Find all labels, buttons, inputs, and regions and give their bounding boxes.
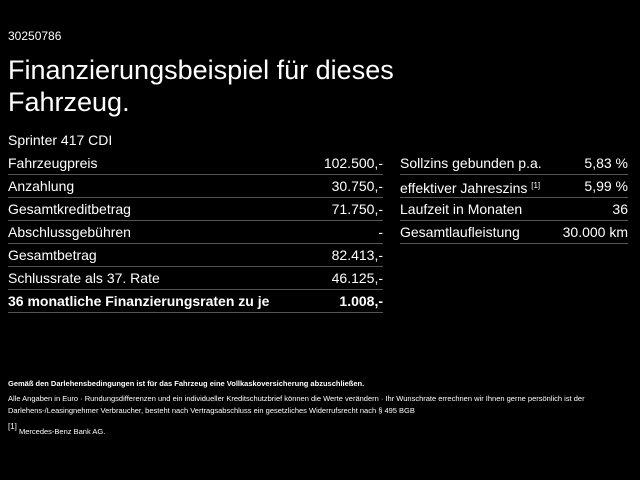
row-value: 46.125,-	[331, 270, 383, 286]
table-row: 36 monatliche Finanzierungsraten zu je 1.…	[8, 290, 383, 313]
table-row: Gesamtkreditbetrag 71.750,-	[8, 198, 383, 221]
title: Finanzierungsbeispiel für dieses Fahrzeu…	[8, 55, 394, 117]
notice: Gemäß den Darlehensbedingungen ist für d…	[8, 379, 365, 388]
row-label-group: effektiver Jahreszins [1]	[400, 175, 540, 197]
footnote-line: [1] Mercedes-Benz Bank AG.	[8, 421, 628, 438]
row-value: 5,99 %	[584, 178, 628, 194]
footnote-marker: [1]	[8, 422, 17, 431]
row-label-group: 36 monatliche Finanzierungsraten zu je	[8, 290, 269, 312]
footnote: Mercedes-Benz Bank AG.	[19, 427, 106, 436]
row-label: effektiver Jahreszins	[400, 180, 528, 196]
row-label: Schlussrate als 37. Rate	[8, 270, 160, 286]
row-label: Fahrzeugpreis	[8, 155, 98, 171]
footer: Gemäß den Darlehensbedingungen ist für d…	[8, 378, 628, 438]
row-value: 1.008,-	[339, 293, 383, 309]
row-label: Gesamtkreditbetrag	[8, 201, 131, 217]
row-label-group: Schlussrate als 37. Rate	[8, 267, 160, 289]
left-table: Fahrzeugpreis 102.500,- Anzahlung 30.750,- G…	[8, 152, 383, 313]
row-value: 36	[612, 201, 628, 217]
row-label: Gesamtlaufleistung	[400, 224, 520, 240]
row-label-group: Gesamtbetrag	[8, 244, 97, 266]
table-row: Fahrzeugpreis 102.500,-	[8, 152, 383, 175]
row-value: -	[378, 224, 383, 240]
row-label-group: Fahrzeugpreis	[8, 152, 98, 174]
row-value: 71.750,-	[331, 201, 383, 217]
table-row: Abschlussgebühren -	[8, 221, 383, 244]
table-row: Gesamtbetrag 82.413,-	[8, 244, 383, 267]
table-row: Schlussrate als 37. Rate 46.125,-	[8, 267, 383, 290]
vehicle-id: 30250786	[8, 29, 62, 43]
footnote-marker: [1]	[531, 181, 541, 190]
row-value: 82.413,-	[331, 247, 383, 263]
row-label-group: Gesamtlaufleistung	[400, 221, 520, 243]
row-label: Anzahlung	[8, 178, 75, 194]
row-label: 36 monatliche Finanzierungsraten zu je	[8, 293, 270, 309]
details: Alle Angaben in Euro · Rundungsdifferenz…	[8, 394, 585, 415]
table-row: Gesamtlaufleistung 30.000 km	[400, 221, 628, 244]
row-label: Abschlussgebühren	[8, 224, 131, 240]
table-row: effektiver Jahreszins [1] 5,99 %	[400, 175, 628, 198]
row-label-group: Laufzeit in Monaten	[400, 198, 522, 220]
row-label: Gesamtbetrag	[8, 247, 97, 263]
table-row: Anzahlung 30.750,-	[8, 175, 383, 198]
row-label-group: Anzahlung	[8, 175, 74, 197]
row-label-group: Sollzins gebunden p.a.	[400, 152, 542, 174]
model: Sprinter 417 CDI	[8, 132, 113, 148]
row-label-group: Abschlussgebühren	[8, 221, 131, 243]
row-value: 30.000 km	[562, 224, 628, 240]
row-value: 5,83 %	[584, 155, 628, 171]
table-row: Laufzeit in Monaten 36	[400, 198, 628, 221]
row-value: 30.750,-	[331, 178, 383, 194]
row-value: 102.500,-	[323, 155, 383, 171]
row-label: Laufzeit in Monaten	[400, 201, 523, 217]
row-label-group: Gesamtkreditbetrag	[8, 198, 131, 220]
row-label: Sollzins gebunden p.a.	[400, 155, 542, 171]
right-table: Sollzins gebunden p.a. 5,83 % effektiver J…	[400, 152, 628, 244]
table-row: Sollzins gebunden p.a. 5,83 %	[400, 152, 628, 175]
